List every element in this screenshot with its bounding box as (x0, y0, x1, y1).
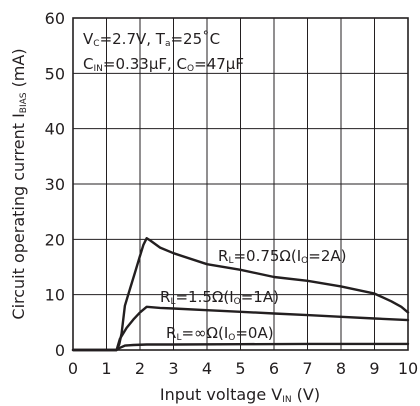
conditions-line-2: CIN=0.33μF, CO=47μF (83, 55, 244, 74)
series-line-rl-1-5 (71, 305, 410, 352)
curve-labels: RL=0.75Ω(IO=2A) RL=1.5Ω(IO=1A) RL=∞Ω(IO=… (160, 247, 347, 343)
y-tick-label: 10 (45, 286, 65, 305)
x-tick-labels: 0 1 2 3 4 5 6 7 8 9 10 (68, 359, 418, 378)
y-axis-label: Circuit operating current IBIAS (mA) (9, 48, 29, 319)
x-tick-label: 5 (235, 359, 245, 378)
y-tick-label: 50 (45, 64, 65, 83)
x-axis-label: Input voltage VIN (V) (160, 385, 320, 405)
x-tick-label: 10 (398, 359, 418, 378)
series-line-rl-0-75 (71, 236, 410, 352)
x-tick-label: 6 (269, 359, 279, 378)
y-tick-label: 40 (45, 120, 65, 139)
x-tick-label: 9 (369, 359, 379, 378)
y-tick-label: 0 (55, 341, 65, 360)
y-tick-labels: 0 10 20 30 40 50 60 (45, 9, 65, 360)
series-line-rl-inf (71, 342, 410, 352)
x-tick-label: 8 (336, 359, 346, 378)
y-tick-label: 20 (45, 230, 65, 249)
series-label-rl-0-75: RL=0.75Ω(IO=2A) (218, 247, 347, 266)
curves (71, 236, 410, 352)
series-label-rl-inf: RL=∞Ω(IO=0A) (166, 324, 274, 343)
x-tick-label: 2 (135, 359, 145, 378)
x-tick-label: 7 (302, 359, 312, 378)
x-tick-label: 1 (101, 359, 111, 378)
series-label-rl-1-5: RL=1.5Ω(IO=1A) (160, 288, 279, 307)
conditions-line-1: VC=2.7V, Ta=25˚C (83, 30, 220, 49)
y-tick-label: 60 (45, 9, 65, 28)
x-tick-label: 0 (68, 359, 78, 378)
y-tick-label: 30 (45, 175, 65, 194)
x-tick-label: 4 (202, 359, 212, 378)
x-tick-label: 3 (168, 359, 178, 378)
plot-frame (72, 17, 409, 351)
